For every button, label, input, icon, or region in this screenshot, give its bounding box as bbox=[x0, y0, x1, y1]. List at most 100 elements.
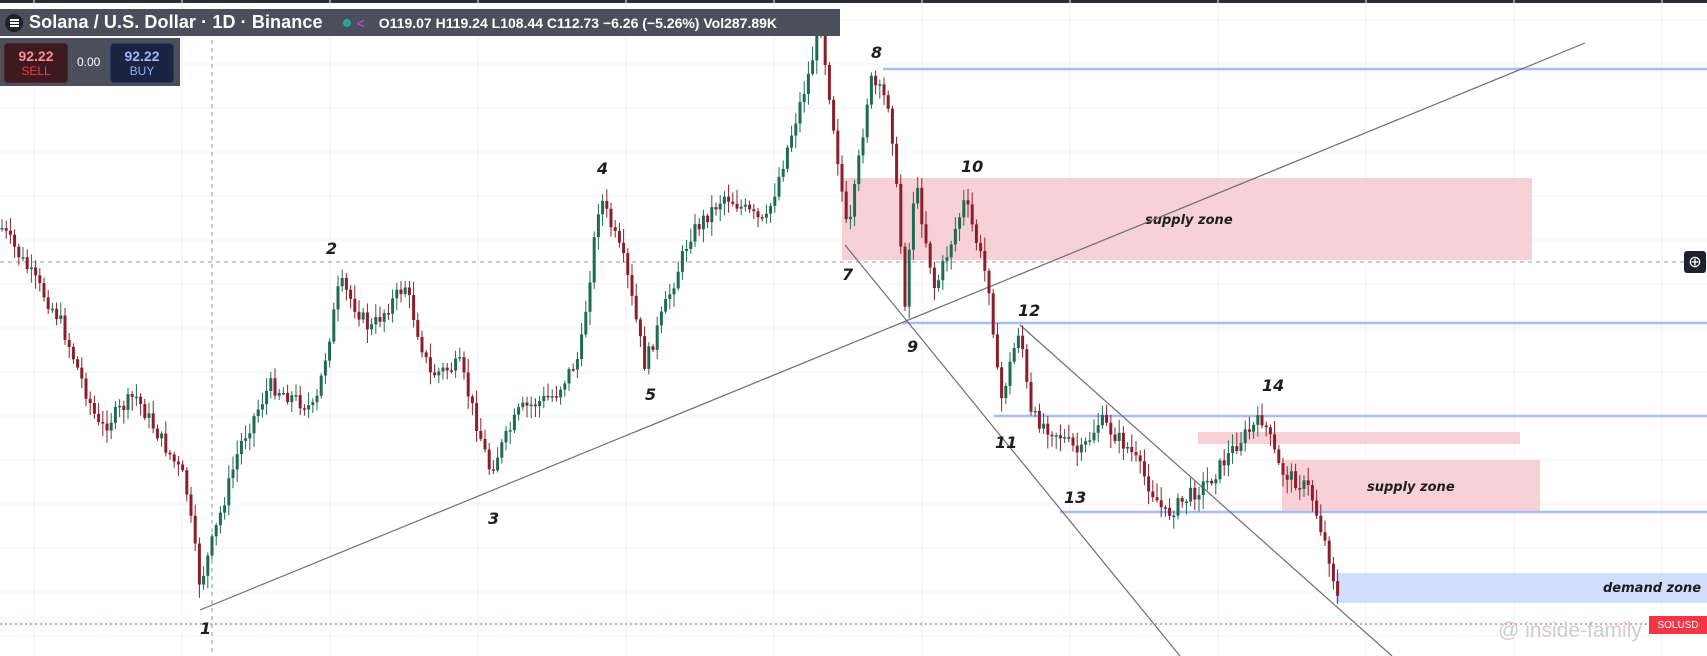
candle-body bbox=[1046, 423, 1050, 435]
wave-label-3: 3 bbox=[488, 509, 499, 528]
candle-body bbox=[701, 215, 705, 230]
candle-body bbox=[1298, 488, 1302, 490]
candle-body bbox=[1302, 480, 1306, 489]
candle-body bbox=[286, 392, 290, 403]
candle-body bbox=[508, 430, 512, 432]
candle-body bbox=[428, 357, 432, 373]
candle-body bbox=[1268, 427, 1272, 435]
candle-body bbox=[512, 414, 516, 431]
candle-body bbox=[248, 433, 252, 439]
ohlc-readout: O119.07 H119.24 L108.44 C112.73 −6.26 (−… bbox=[378, 14, 778, 31]
candle-body bbox=[706, 215, 710, 223]
candle-body bbox=[277, 392, 281, 396]
symbol-title[interactable]: Solana / U.S. Dollar · 1D · Binance bbox=[29, 12, 323, 32]
candle-body bbox=[1079, 444, 1083, 453]
candle-body bbox=[1096, 425, 1100, 433]
candle-body bbox=[273, 378, 277, 396]
candle-body bbox=[298, 395, 302, 409]
candle-body bbox=[487, 449, 491, 470]
zone-rect bbox=[1336, 573, 1707, 603]
candle-body bbox=[63, 315, 67, 340]
candle-body bbox=[1067, 437, 1071, 439]
candle-body bbox=[496, 457, 500, 471]
candle-body bbox=[1331, 563, 1335, 582]
candle-body bbox=[504, 430, 508, 443]
candle-body bbox=[609, 208, 613, 228]
candle-body bbox=[76, 359, 80, 368]
candle-body bbox=[382, 313, 386, 322]
candle-body bbox=[391, 298, 395, 314]
candle-body bbox=[823, 35, 827, 66]
candle-body bbox=[785, 147, 789, 169]
candle-body bbox=[1210, 480, 1214, 484]
menu-icon[interactable] bbox=[5, 13, 23, 32]
candle-body bbox=[1214, 479, 1218, 484]
candle-body bbox=[21, 257, 25, 259]
candle-body bbox=[1176, 498, 1180, 516]
candle-body bbox=[1147, 476, 1151, 492]
candle-body bbox=[130, 394, 134, 397]
candle-body bbox=[88, 398, 92, 403]
candle-body bbox=[907, 249, 911, 307]
candle-body bbox=[113, 406, 117, 423]
candle-body bbox=[458, 357, 462, 359]
candle-body bbox=[231, 469, 235, 479]
candle-body bbox=[1000, 367, 1004, 399]
candle-body bbox=[223, 505, 227, 513]
candle-body bbox=[1184, 501, 1188, 503]
candle-body bbox=[680, 251, 684, 272]
price-tag: SOLUSD bbox=[1649, 616, 1707, 634]
candle-body bbox=[1273, 434, 1277, 450]
candle-body bbox=[1235, 446, 1239, 451]
candle-body bbox=[836, 130, 840, 164]
candle-body bbox=[815, 29, 819, 61]
candle-body bbox=[403, 287, 407, 295]
candle-body bbox=[445, 367, 449, 371]
add-crosshair-icon[interactable]: ⊕ bbox=[1684, 251, 1706, 273]
candle-body bbox=[676, 271, 680, 289]
candle-body bbox=[920, 187, 924, 225]
candles bbox=[0, 19, 1340, 604]
sell-button[interactable]: 92.22 SELL bbox=[4, 43, 68, 83]
candle-body bbox=[176, 461, 180, 465]
candle-body bbox=[71, 346, 75, 360]
candle-body bbox=[1231, 446, 1235, 454]
trendline bbox=[199, 42, 1586, 611]
candle-body bbox=[1189, 487, 1193, 502]
candle-body bbox=[8, 230, 12, 235]
candle-body bbox=[1025, 349, 1029, 382]
zone-label: demand zone bbox=[1603, 581, 1701, 596]
candle-body bbox=[1155, 497, 1159, 501]
candle-body bbox=[601, 200, 605, 215]
candle-body bbox=[748, 204, 752, 210]
candle-body bbox=[1289, 471, 1293, 480]
candle-body bbox=[710, 207, 714, 223]
candle-body bbox=[92, 402, 96, 414]
wave-label-1: 1 bbox=[200, 619, 211, 638]
candle-body bbox=[903, 246, 907, 307]
candle-body bbox=[155, 428, 159, 439]
candle-body bbox=[693, 224, 697, 242]
candle-body bbox=[311, 402, 315, 406]
share-icon[interactable]: < bbox=[356, 14, 365, 31]
candle-body bbox=[386, 313, 390, 315]
candle-body bbox=[424, 352, 428, 358]
candle-body bbox=[1138, 455, 1142, 462]
buy-button[interactable]: 92.22 BUY bbox=[110, 43, 174, 83]
candle-body bbox=[727, 196, 731, 202]
candle-body bbox=[735, 203, 739, 209]
candle-body bbox=[886, 95, 890, 109]
candle-body bbox=[1037, 410, 1041, 429]
candle-body bbox=[46, 297, 50, 310]
candle-body bbox=[50, 308, 54, 311]
candle-body bbox=[67, 339, 71, 347]
candle-body bbox=[1075, 445, 1079, 453]
candle-body bbox=[1315, 500, 1319, 516]
candle-body bbox=[743, 204, 747, 207]
candle-body bbox=[1256, 415, 1260, 425]
candle-body bbox=[827, 65, 831, 100]
wave-label-9: 9 bbox=[907, 337, 918, 356]
candle-body bbox=[1063, 437, 1067, 439]
candle-body bbox=[559, 389, 563, 398]
